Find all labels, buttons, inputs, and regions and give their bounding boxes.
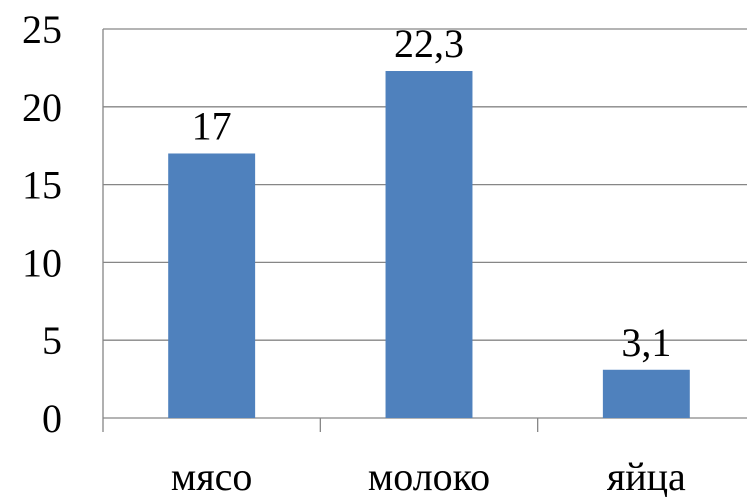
x-category-label: яйца — [607, 454, 686, 497]
bar-3 — [602, 369, 690, 418]
data-label: 22,3 — [394, 21, 464, 66]
y-tick-label: 5 — [42, 318, 62, 363]
x-category-label: мясо — [171, 454, 252, 497]
data-label: 17 — [192, 103, 232, 148]
bar-2 — [385, 71, 473, 419]
data-label: 3,1 — [621, 320, 671, 365]
y-tick-label: 10 — [22, 240, 62, 285]
y-tick-label: 25 — [22, 7, 62, 52]
y-tick-label: 15 — [22, 163, 62, 208]
y-tick-label: 20 — [22, 85, 62, 130]
labels: 0 5 10 15 20 25 17 мясо 22,3 молоко 3,1 яйца — [22, 7, 686, 497]
x-category-label: молоко — [368, 454, 490, 497]
bar-1 — [168, 153, 256, 419]
bars — [168, 71, 690, 419]
y-tick-label: 0 — [42, 396, 62, 441]
